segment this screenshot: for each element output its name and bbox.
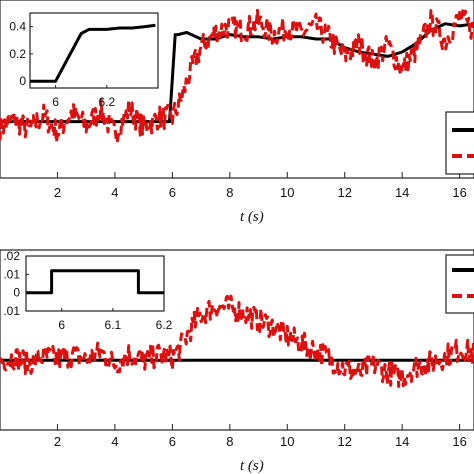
bottom-inset-x-tick-label: 6.2 — [156, 318, 173, 332]
top-series-line-1 — [0, 7, 474, 144]
bottom-legend-box — [445, 254, 474, 314]
top-inset-y-tick-label: 0.4 — [9, 20, 26, 34]
bottom-inset-frame — [25, 255, 165, 312]
bottom-inset-y-tick-label: 0 — [13, 286, 20, 300]
top-plot-area — [0, 7, 474, 144]
bottom-x-tick-label: 2 — [54, 434, 61, 449]
top-panel: 2 4 6 8 10 12 14 16 t (s) 6 6.2 0 0.2 0.4 — [0, 0, 474, 225]
top-x-tick-label: 6 — [169, 185, 176, 200]
top-x-tick-label: 2 — [54, 185, 61, 200]
bottom-x-tick-label: 14 — [395, 434, 409, 449]
bottom-inset-line — [26, 269, 164, 295]
top-x-tick-label: 12 — [337, 185, 351, 200]
bottom-x-axis-label-var: t (s) — [240, 458, 264, 474]
bottom-legend — [445, 254, 474, 314]
top-inset-x-tick-label: 6.2 — [98, 95, 115, 109]
top-inset-y-tick-label: 0 — [19, 74, 26, 88]
top-inset-ticks: 6 6.2 0 0.2 0.4 — [9, 20, 115, 109]
bottom-x-tick-label: 12 — [337, 434, 351, 449]
top-x-tick-label: 14 — [395, 185, 409, 200]
bottom-inset-y-tick-label: .01 — [3, 267, 20, 281]
bottom-inset-y-tick-label: .02 — [3, 249, 20, 263]
top-series-line-0 — [0, 22, 474, 124]
bottom-x-tick-label: 10 — [280, 434, 294, 449]
bottom-x-tick-label: 6 — [169, 434, 176, 449]
top-x-axis-label: t (s) — [240, 209, 264, 225]
top-inset-line — [30, 23, 156, 83]
bottom-x-tick-label: 4 — [111, 434, 118, 449]
bottom-x-axis-label: t (s) — [240, 458, 264, 474]
top-x-ticks: 2 4 6 8 10 12 14 16 — [54, 172, 467, 200]
bottom-series-line-1 — [0, 294, 474, 388]
bottom-x-tick-label: 16 — [452, 434, 466, 449]
bottom-inset-plot — [26, 269, 164, 295]
top-inset: 6 6.2 0 0.2 0.4 — [9, 12, 159, 109]
top-inset-plot — [30, 23, 156, 83]
bottom-plot-area — [0, 294, 474, 388]
top-legend-box — [445, 111, 474, 175]
top-x-tick-label: 10 — [280, 185, 294, 200]
top-x-tick-label: 8 — [226, 185, 233, 200]
bottom-x-tick-label: 8 — [226, 434, 233, 449]
bottom-inset-y-tick-label: .01 — [3, 304, 20, 318]
bottom-inset-x-tick-label: 6 — [58, 318, 65, 332]
top-x-tick-label: 4 — [111, 185, 118, 200]
top-x-axis-label-var: t (s) — [240, 209, 264, 225]
bottom-inset-x-tick-label: 6.1 — [105, 318, 122, 332]
top-inset-y-tick-label: 0.2 — [9, 47, 26, 61]
bottom-inset: 6 6.1 6.2 .01 0 .01 .02 — [3, 249, 172, 332]
top-x-tick-label: 16 — [452, 185, 466, 200]
top-inset-frame — [29, 12, 159, 89]
top-legend — [445, 111, 474, 175]
top-inset-x-tick-label: 6 — [52, 95, 59, 109]
bottom-x-ticks: 2 4 6 8 10 12 14 16 — [54, 424, 467, 449]
bottom-inset-ticks: 6 6.1 6.2 .01 0 .01 .02 — [3, 249, 172, 332]
bottom-panel: 2 4 6 8 10 12 14 16 t (s) 6 6.1 6.2 .01 0 .01 .02 — [0, 249, 474, 474]
